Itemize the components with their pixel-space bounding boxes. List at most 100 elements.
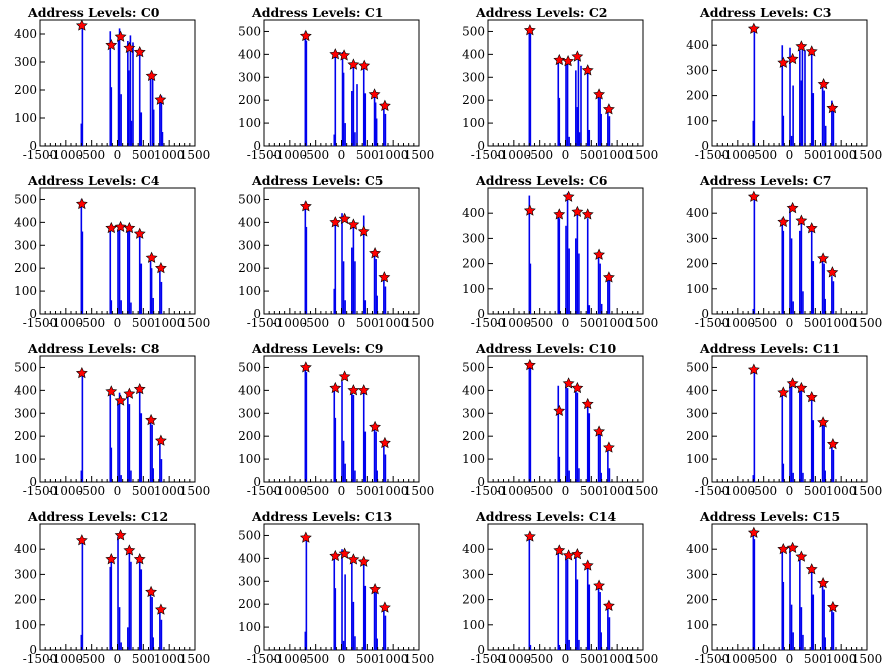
histogram-panel-3: Address Levels: C3 0 100 200 300 400 -1500-100… (686, 5, 882, 162)
x-tick-label: -1000 (721, 484, 756, 498)
x-tick-label: -500 (526, 484, 553, 498)
y-tick-label: 0 (29, 139, 37, 153)
peak-marker (369, 247, 382, 259)
peak-marker (826, 437, 839, 450)
y-tick-label: 300 (462, 406, 485, 420)
peak-marker (133, 227, 146, 239)
peak-marker (786, 201, 799, 214)
y-tick-label: 500 (238, 360, 261, 374)
y-tick-label: 0 (701, 643, 709, 657)
peak-marker (329, 48, 342, 60)
y-tick-label: 500 (462, 24, 485, 38)
histogram-panel-8: Address Levels: C80100200300400500-1500-… (14, 341, 210, 498)
peak-marker (378, 436, 391, 449)
y-tick-label: 400 (238, 47, 261, 61)
x-tick-label: 1000 (826, 484, 857, 498)
x-tick-label: -1000 (273, 316, 308, 330)
peak-marker (581, 64, 594, 76)
peak-marker (553, 404, 566, 417)
peak-marker (817, 416, 830, 428)
y-tick-label: 400 (14, 383, 37, 397)
x-tick-label: -500 (302, 148, 329, 162)
x-tick-label: 0 (562, 316, 570, 330)
peak-marker (378, 271, 391, 283)
y-tick-label: 200 (462, 593, 485, 607)
peak-marker (299, 29, 312, 42)
y-tick-label: 100 (238, 284, 261, 298)
y-tick-label: 300 (238, 406, 261, 420)
peak-marker (145, 585, 158, 598)
x-tick-label: 1500 (852, 484, 883, 498)
peak-marker (357, 555, 370, 567)
x-tick-label: -500 (78, 652, 105, 666)
peak-marker (581, 559, 594, 571)
y-tick-label: 400 (686, 383, 709, 397)
y-tick-label: 400 (238, 383, 261, 397)
peak-marker (347, 384, 360, 396)
x-tick-label: -500 (750, 652, 777, 666)
x-tick-label: 0 (786, 652, 794, 666)
peak-marker (826, 600, 839, 613)
histogram-panel-10: Address Levels: C10 0 100 200 300 400 500 -1500… (462, 341, 658, 498)
y-tick-label: 400 (686, 542, 709, 556)
peak-marker (602, 441, 615, 453)
histogram-panel-5: Address Levels: C50100200300400500-1500-… (238, 173, 434, 330)
panel-title: Address Levels: C7 (699, 173, 832, 188)
y-tick-label: 500 (14, 192, 37, 206)
peak-marker (786, 377, 799, 389)
y-tick-label: 200 (686, 593, 709, 607)
peak-marker (123, 221, 136, 234)
x-tick-label: 0 (114, 484, 122, 498)
peak-marker (347, 58, 360, 70)
x-tick-label: 1000 (826, 652, 857, 666)
peak-marker (571, 50, 584, 62)
x-tick-label: 500 (580, 316, 603, 330)
peak-marker (593, 425, 606, 437)
x-tick-label: 500 (356, 652, 379, 666)
x-tick-label: 1000 (602, 148, 633, 162)
histogram-panel-12: Address Levels: C12 0 100 200 300 400 -1500-10… (14, 509, 210, 666)
peak-marker (817, 78, 830, 90)
y-tick-label: 200 (238, 93, 261, 107)
x-tick-label: -500 (526, 316, 553, 330)
y-tick-label: 400 (686, 38, 709, 52)
x-tick-label: 500 (804, 148, 827, 162)
x-tick-label: -500 (526, 148, 553, 162)
x-tick-label: 500 (132, 652, 155, 666)
peak-marker (523, 24, 536, 36)
x-tick-label: -1000 (273, 148, 308, 162)
x-tick-label: -1000 (273, 484, 308, 498)
x-tick-label: 1500 (404, 484, 435, 498)
panel-title: Address Levels: C0 (27, 5, 160, 20)
peak-marker (817, 576, 830, 589)
x-tick-label: -1000 (49, 484, 84, 498)
y-tick-label: 400 (14, 27, 37, 41)
x-tick-label: 0 (562, 148, 570, 162)
y-tick-label: 500 (238, 528, 261, 542)
peak-marker (805, 563, 818, 575)
x-tick-label: -1000 (497, 652, 532, 666)
peak-marker (133, 45, 146, 58)
y-tick-label: 200 (238, 261, 261, 275)
x-tick-label: -500 (302, 484, 329, 498)
peak-marker (593, 579, 606, 591)
peak-marker (786, 541, 799, 553)
peak-marker (777, 386, 790, 398)
x-tick-label: -1500 (471, 484, 506, 498)
histogram-panel-14: Address Levels: C14 0 100 200 300 400 -1500-10… (462, 509, 658, 666)
x-tick-label: 1500 (180, 652, 211, 666)
histogram-panel-1: Address Levels: C10100200300400500-1500-… (238, 5, 434, 162)
peak-marker (602, 103, 615, 115)
x-tick-label: -500 (302, 652, 329, 666)
peak-marker (747, 363, 760, 375)
y-tick-label: 200 (14, 429, 37, 443)
x-tick-label: 1000 (602, 316, 633, 330)
x-tick-label: -1500 (471, 652, 506, 666)
y-tick-label: 500 (238, 24, 261, 38)
x-tick-label: -1000 (721, 316, 756, 330)
peak-marker (114, 529, 127, 541)
x-tick-label: 1500 (628, 316, 659, 330)
y-tick-label: 400 (686, 206, 709, 220)
peak-marker (817, 252, 830, 264)
